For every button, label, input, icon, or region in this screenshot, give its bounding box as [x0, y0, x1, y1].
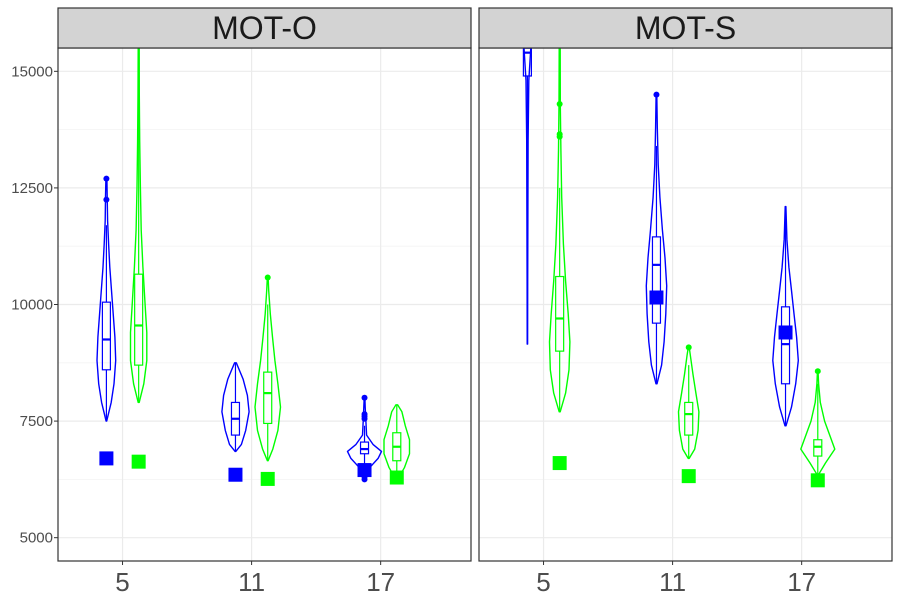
violin-green-5 [129, 48, 148, 404]
x-tick-label: 17 [787, 567, 816, 597]
outlier-point [556, 131, 563, 138]
panel-mot-s: MOT-S 5 11 17 [478, 7, 893, 597]
x-tick-label: 17 [366, 567, 395, 597]
box-green-5 [555, 275, 565, 352]
outlier-point [361, 394, 368, 401]
square-marker-blue-11 [649, 290, 664, 305]
square-marker-blue-17 [357, 463, 372, 478]
square-marker-blue-11 [228, 467, 243, 482]
box-blue-5 [522, 48, 532, 77]
outlier-point [264, 274, 271, 281]
panel-strip [478, 7, 893, 49]
y-tick-label: 5000 [20, 530, 53, 547]
outlier-point [685, 344, 692, 351]
square-marker-blue-5 [99, 451, 114, 466]
square-marker-green-5 [131, 454, 146, 469]
box-green-5 [134, 273, 144, 366]
square-marker-blue-17 [778, 325, 793, 340]
y-tick-label: 7500 [20, 413, 53, 430]
square-marker-green-17 [810, 473, 825, 488]
box-green-11 [263, 371, 273, 425]
x-tick-label: 5 [536, 567, 550, 597]
box-blue-11 [651, 236, 662, 324]
y-tick-label: 12500 [11, 180, 53, 197]
box-blue-17 [780, 306, 791, 385]
panel-mot-o: MOT-O 5 11 17 [57, 7, 472, 597]
y-tick-label: 15000 [11, 63, 53, 80]
outlier-point [653, 91, 660, 98]
square-marker-green-11 [260, 471, 275, 486]
square-marker-green-17 [389, 470, 404, 485]
panel-strip-label: MOT-O [212, 10, 317, 46]
outlier-point [814, 368, 821, 375]
data-layer [522, 48, 836, 476]
square-marker-green-5 [552, 456, 567, 471]
violin-green-5 [548, 48, 571, 413]
y-tick-label: 10000 [11, 297, 53, 314]
box-blue-5 [101, 301, 111, 371]
outlier-point [103, 196, 110, 203]
panel-strip [57, 7, 472, 49]
square-marker-green-11 [681, 469, 696, 484]
violin-green-17 [383, 404, 411, 481]
box-green-17 [813, 439, 823, 457]
box-green-11 [684, 401, 694, 436]
violin-blue-11 [221, 362, 250, 453]
box-blue-17 [359, 441, 370, 455]
outlier-point [361, 411, 368, 418]
outlier-point [103, 175, 110, 182]
data-layer [96, 48, 411, 483]
panel-strip-label: MOT-S [635, 10, 736, 46]
outlier-point [556, 100, 563, 107]
x-tick-label: 11 [659, 567, 686, 597]
x-tick-label: 5 [115, 567, 129, 597]
x-tick-label: 11 [238, 567, 265, 597]
